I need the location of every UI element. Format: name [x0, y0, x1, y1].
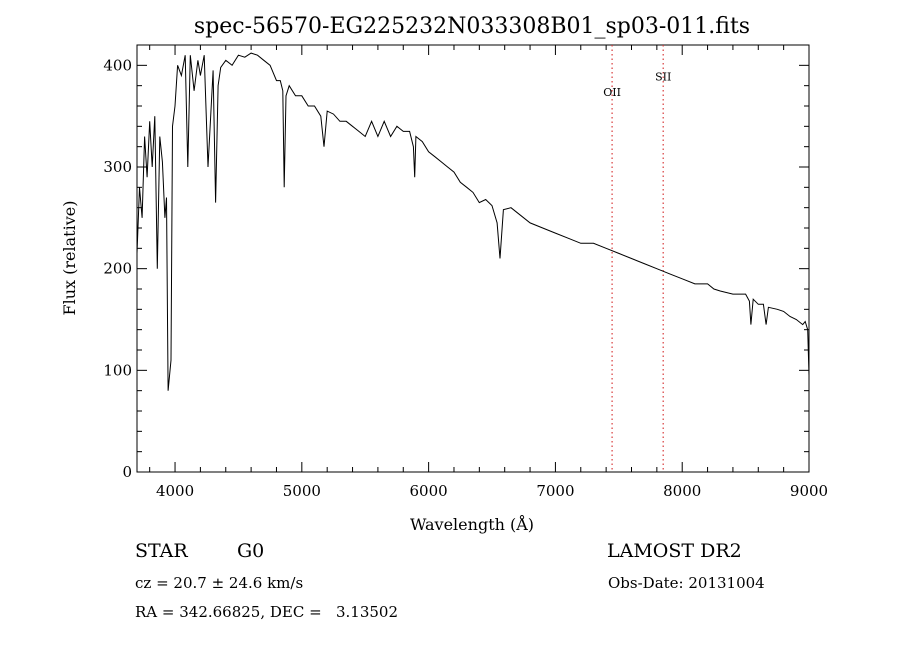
emission-line-label: SII [655, 71, 671, 84]
y-tick-label: 200 [103, 260, 132, 278]
plot-frame [136, 44, 810, 473]
observation-date: Obs-Date: 20131004 [608, 574, 765, 592]
x-tick-label: 5000 [283, 482, 321, 500]
coordinates-info: RA = 342.66825, DEC = 3.13502 [135, 603, 399, 621]
axis-ticks: 4000 5000 6000 7000 8000 9000 0 100 200 300 400 [103, 44, 828, 500]
x-axis-label: Wavelength (Å) [410, 514, 534, 534]
x-tick-label: 7000 [536, 482, 574, 500]
chart-title: spec-56570-EG225232N033308B01_sp03-011.f… [194, 14, 750, 39]
y-tick-label: 300 [103, 158, 132, 176]
x-tick-label: 4000 [156, 482, 194, 500]
emission-line-label: OII [603, 86, 621, 99]
y-tick-label: 100 [103, 361, 132, 379]
object-class: STAR [135, 540, 188, 562]
spectral-subclass: G0 [237, 540, 265, 562]
x-tick-label: 9000 [790, 482, 828, 500]
y-tick-label: 0 [122, 463, 132, 481]
y-tick-label: 400 [103, 56, 132, 74]
survey-name: LAMOST DR2 [607, 540, 742, 562]
redshift-info: cz = 20.7 ± 24.6 km/s [135, 574, 304, 592]
y-axis-label: Flux (relative) [60, 201, 79, 316]
line-markers: OII SII [603, 45, 671, 472]
x-tick-label: 6000 [410, 482, 448, 500]
spectrum-line [136, 52, 810, 391]
x-tick-label: 8000 [663, 482, 701, 500]
